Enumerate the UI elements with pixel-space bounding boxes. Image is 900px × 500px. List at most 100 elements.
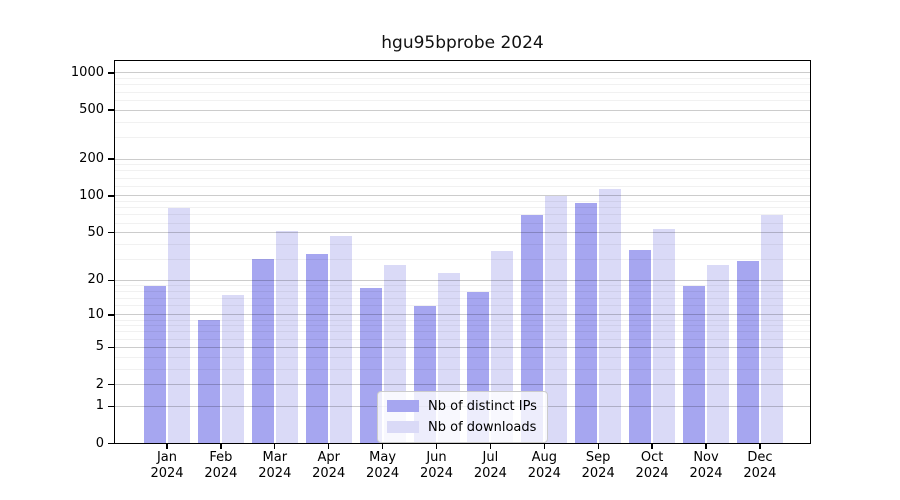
x-tick-label: Dec 2024 — [732, 450, 788, 482]
gridline-major — [114, 109, 811, 111]
gridline-minor — [114, 91, 811, 93]
x-tick-label: Aug 2024 — [516, 450, 572, 482]
x-tick-year: 2024 — [743, 466, 777, 481]
bar-nb-of-downloads — [275, 230, 298, 444]
gridline-minor — [114, 84, 811, 86]
x-tick-year: 2024 — [527, 466, 561, 481]
x-tick — [651, 444, 653, 449]
bar-nb-of-distinct-ips — [683, 285, 705, 444]
y-tick-label: 0 — [95, 435, 104, 451]
x-tick-month: Jan — [156, 450, 178, 465]
x-tick-label: May 2024 — [355, 450, 411, 482]
bar-nb-of-distinct-ips — [736, 261, 759, 444]
legend-item-downloads: Nb of downloads — [387, 418, 537, 436]
x-tick — [759, 444, 761, 449]
x-tick-year: 2024 — [204, 466, 238, 481]
y-tick — [108, 405, 114, 407]
gridline-minor — [114, 243, 811, 245]
gridline-minor — [114, 207, 811, 209]
y-tick — [108, 346, 114, 349]
legend: Nb of distinct IPs Nb of downloads — [377, 391, 548, 443]
x-tick-year: 2024 — [635, 466, 669, 481]
x-tick-year: 2024 — [312, 466, 346, 481]
bar-nb-of-distinct-ips — [305, 254, 328, 444]
y-tick-label: 1000 — [70, 64, 104, 80]
legend-label-downloads: Nb of downloads — [428, 419, 537, 435]
x-tick-month: Nov — [693, 450, 719, 465]
y-tick-label: 1 — [95, 398, 104, 414]
bar-nb-of-downloads — [221, 294, 244, 444]
x-tick-month: Jun — [426, 450, 447, 465]
gridline-major — [114, 232, 811, 234]
gridline-minor — [114, 185, 811, 187]
x-tick — [435, 444, 438, 449]
gridline-major — [114, 195, 811, 197]
bar-nb-of-downloads — [545, 195, 568, 444]
gridline-minor — [114, 258, 811, 260]
y-tick — [108, 279, 114, 281]
y-tick — [108, 109, 114, 111]
legend-swatch-downloads — [387, 421, 419, 433]
x-tick-label: Apr 2024 — [301, 450, 357, 482]
legend-item-distinct-ips: Nb of distinct IPs — [387, 397, 537, 415]
x-tick — [543, 444, 545, 449]
x-tick-month: Sep — [585, 450, 611, 465]
x-tick — [274, 444, 276, 449]
x-tick-label: Jun 2024 — [409, 450, 465, 482]
x-tick — [328, 444, 330, 449]
gridline-minor — [114, 121, 811, 123]
x-tick — [381, 444, 384, 449]
y-tick — [108, 383, 114, 386]
gridline-major — [114, 158, 811, 160]
y-tick — [108, 231, 114, 234]
gridline-minor — [114, 214, 811, 216]
x-tick-year: 2024 — [689, 466, 723, 481]
x-tick-month: Oct — [640, 450, 664, 465]
y-tick-label: 200 — [79, 151, 104, 167]
gridline-minor — [114, 201, 811, 203]
x-tick-label: Jan 2024 — [139, 450, 195, 482]
x-tick-month: Feb — [209, 450, 233, 465]
gridline-minor — [114, 99, 811, 101]
gridline-minor — [114, 177, 811, 179]
x-tick-year: 2024 — [150, 466, 184, 481]
x-tick-month: Mar — [262, 450, 288, 465]
y-tick-label: 10 — [87, 306, 104, 322]
x-tick-label: Oct 2024 — [624, 450, 680, 482]
x-tick-label: Jul 2024 — [462, 450, 518, 482]
bar-nb-of-distinct-ips — [251, 259, 274, 444]
x-tick — [597, 444, 599, 449]
y-tick — [108, 195, 114, 197]
x-tick-year: 2024 — [366, 466, 400, 481]
x-tick-month: May — [369, 450, 397, 465]
gridline-minor — [114, 170, 811, 172]
gridline-minor — [114, 136, 811, 138]
bar-nb-of-downloads — [599, 189, 622, 444]
gridline-minor — [114, 78, 811, 80]
bar-nb-of-downloads — [168, 207, 190, 444]
y-tick — [108, 158, 114, 160]
bar-nb-of-downloads — [707, 264, 729, 444]
bar-nb-of-downloads — [760, 214, 783, 444]
x-tick — [705, 444, 707, 449]
y-tick — [108, 72, 114, 74]
bar-nb-of-distinct-ips — [359, 288, 382, 444]
bar-nb-of-distinct-ips — [629, 249, 652, 444]
x-tick-year: 2024 — [473, 466, 507, 481]
bar-nb-of-distinct-ips — [521, 214, 544, 444]
x-tick-label: Nov 2024 — [678, 450, 734, 482]
legend-swatch-distinct-ips — [387, 400, 419, 412]
y-tick — [108, 314, 114, 316]
bar-nb-of-downloads — [653, 228, 676, 444]
x-tick — [489, 444, 492, 449]
y-tick-label: 5 — [95, 339, 104, 355]
x-tick-label: Mar 2024 — [247, 450, 303, 482]
x-tick-label: Feb 2024 — [193, 450, 249, 482]
x-tick-year: 2024 — [419, 466, 454, 481]
x-tick — [220, 444, 222, 449]
gridline-major — [114, 72, 811, 74]
x-tick-year: 2024 — [258, 466, 292, 481]
x-tick-month: Dec — [747, 450, 773, 465]
legend-label-distinct-ips: Nb of distinct IPs — [428, 398, 537, 414]
